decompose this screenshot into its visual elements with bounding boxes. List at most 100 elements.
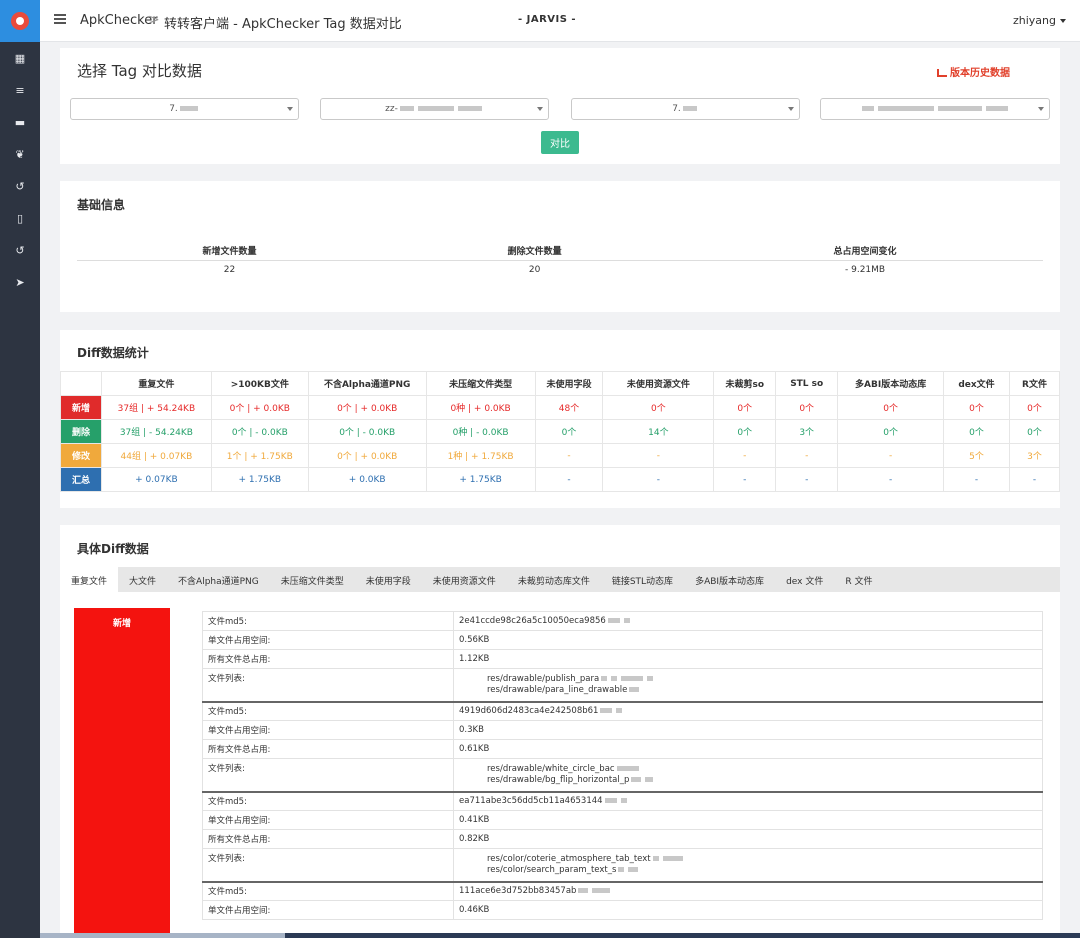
stats-cell: 0个 | - 0.0KB bbox=[307, 419, 427, 444]
mobile-icon[interactable]: ▯ bbox=[16, 211, 24, 225]
tab-duplicate-files[interactable]: 重复文件 bbox=[60, 567, 119, 592]
brand-label: - JARVIS - bbox=[518, 14, 577, 25]
md5-label: 文件md5: bbox=[202, 700, 454, 721]
compare-button[interactable]: 对比 bbox=[541, 131, 579, 154]
tab-unused-fields[interactable]: 未使用字段 bbox=[365, 577, 411, 587]
user-menu[interactable]: zhiyang bbox=[1013, 14, 1066, 27]
dropdown-arrow-icon bbox=[287, 107, 293, 111]
table-row: 所有文件总占用: 1.12KB bbox=[202, 649, 1043, 669]
file-path: res/color/coterie_atmosphere_tab_text bbox=[487, 854, 1037, 865]
breadcrumb-separator: > bbox=[148, 12, 160, 28]
card-icon[interactable]: ▬ bbox=[14, 115, 26, 129]
stats-header: 未裁剪so bbox=[713, 371, 777, 396]
stats-cell: 0个 bbox=[534, 419, 604, 444]
tab-large-files[interactable]: 大文件 bbox=[129, 577, 157, 587]
deleted-files-count-header: 删除文件数量 bbox=[382, 241, 688, 261]
table-row: 单文件占用空间: 0.46KB bbox=[202, 900, 1043, 920]
stats-header: 未使用资源文件 bbox=[602, 371, 715, 396]
stats-cell: 0个 | + 0.0KB bbox=[210, 395, 309, 420]
basic-info-panel: 基础信息 新增文件数量 删除文件数量 总占用空间变化 22 20 - 9.21M… bbox=[60, 181, 1060, 312]
stats-cell: - bbox=[775, 467, 839, 492]
tag-select-1[interactable]: 7. bbox=[70, 98, 299, 120]
tag-select-3[interactable]: 7. bbox=[571, 98, 800, 120]
redacted-text bbox=[682, 106, 697, 111]
sidebar: ▦ ≡ ▬ ❦ ↺ ▯ ↺ ➤ bbox=[0, 0, 40, 938]
row-label-summary: 汇总 bbox=[60, 467, 102, 492]
tab-unused-resources[interactable]: 未使用资源文件 bbox=[432, 577, 496, 587]
stats-cell: - bbox=[837, 467, 945, 492]
stats-cell: 3个 bbox=[1008, 443, 1061, 468]
total-size-label: 所有文件总占用: bbox=[202, 829, 454, 849]
breadcrumb-app[interactable]: ApkChecker bbox=[80, 13, 158, 28]
total-size-value: 1.12KB bbox=[453, 649, 1043, 669]
redacted-text bbox=[878, 106, 934, 111]
stats-cell: - bbox=[837, 443, 945, 468]
table-row: 单文件占用空间: 0.3KB bbox=[202, 720, 1043, 740]
stats-header: 不含Alpha通道PNG bbox=[307, 371, 427, 396]
grid-icon[interactable]: ▦ bbox=[14, 51, 26, 65]
redacted-text bbox=[938, 106, 982, 111]
diff-stats-panel: Diff数据统计 重复文件 >100KB文件 不含Alpha通道PNG 未压缩文… bbox=[60, 330, 1061, 508]
tag-select-3-value: 7. bbox=[672, 104, 681, 114]
leaf-icon[interactable]: ❦ bbox=[15, 147, 25, 161]
row-label-modified: 修改 bbox=[60, 443, 102, 468]
stats-cell: 0个 bbox=[775, 395, 839, 420]
table-row: 文件md5: 4919d606d2483ca4e242508b61 bbox=[202, 700, 1043, 721]
table-row: 文件md5: ea711abe3c56dd5cb11a4653144 bbox=[202, 790, 1043, 811]
md5-label: 文件md5: bbox=[202, 611, 454, 631]
tag-select-2[interactable]: zz- bbox=[320, 98, 549, 120]
dropdown-arrow-icon bbox=[537, 107, 543, 111]
tag-select-4[interactable] bbox=[820, 98, 1050, 120]
stats-cell: - bbox=[713, 443, 777, 468]
bottom-scrollbar[interactable] bbox=[40, 933, 1080, 938]
tab-multi-abi-libs[interactable]: 多ABI版本动态库 bbox=[695, 577, 765, 587]
stats-cell: + 0.07KB bbox=[100, 467, 212, 492]
table-row: 文件md5: 111ace6e3d752bb83457ab bbox=[202, 880, 1043, 901]
stats-header: R文件 bbox=[1008, 371, 1061, 396]
detail-tabs: 重复文件 大文件 不含Alpha通道PNG 未压缩文件类型 未使用字段 未使用资… bbox=[60, 567, 1060, 592]
version-history-link[interactable]: 版本历史数据 bbox=[937, 64, 1010, 79]
tab-unstripped-libs[interactable]: 未裁剪动态库文件 bbox=[517, 577, 590, 587]
tab-no-alpha-png[interactable]: 不含Alpha通道PNG bbox=[178, 577, 259, 587]
table-row: 单文件占用空间: 0.56KB bbox=[202, 630, 1043, 650]
tag-select-2-value: zz- bbox=[385, 104, 398, 114]
stats-header: 未压缩文件类型 bbox=[425, 371, 536, 396]
stats-cell: - bbox=[775, 443, 839, 468]
table-row: 文件列表: res/color/coterie_atmosphere_tab_t… bbox=[202, 848, 1043, 882]
total-size-change-header: 总占用空间变化 bbox=[687, 241, 1043, 261]
md5-label: 文件md5: bbox=[202, 790, 454, 811]
basic-info-title: 基础信息 bbox=[77, 198, 126, 212]
tab-r-files[interactable]: R 文件 bbox=[845, 577, 873, 587]
total-size-value: 0.82KB bbox=[453, 829, 1043, 849]
send-icon[interactable]: ➤ bbox=[15, 275, 25, 289]
version-history-label: 版本历史数据 bbox=[950, 68, 1010, 79]
stats-cell: + 1.75KB bbox=[210, 467, 309, 492]
hamburger-menu-icon[interactable] bbox=[54, 14, 66, 24]
file-path: res/color/search_param_text_s bbox=[487, 865, 1037, 876]
refresh-icon[interactable]: ↺ bbox=[15, 243, 25, 257]
md5-value: 111ace6e3d752bb83457ab bbox=[453, 880, 1043, 901]
stats-cell: - bbox=[602, 467, 715, 492]
table-row: 所有文件总占用: 0.82KB bbox=[202, 829, 1043, 849]
stats-header: 未使用字段 bbox=[534, 371, 604, 396]
deleted-files-count: 20 bbox=[528, 265, 541, 276]
stats-cell: 0种 | - 0.0KB bbox=[425, 419, 536, 444]
basic-info-table: 新增文件数量 删除文件数量 总占用空间变化 22 20 - 9.21MB bbox=[77, 241, 1043, 280]
list-icon[interactable]: ≡ bbox=[15, 83, 25, 97]
stats-cell: 1个 | + 1.75KB bbox=[210, 443, 309, 468]
logo[interactable] bbox=[0, 0, 40, 42]
redacted-text bbox=[399, 106, 414, 111]
single-size-label: 单文件占用空间: bbox=[202, 630, 454, 650]
file-list: res/drawable/publish_para res/drawable/p… bbox=[453, 668, 1043, 702]
stats-cell: 37组 | - 54.24KB bbox=[100, 419, 212, 444]
redacted-text bbox=[179, 106, 198, 111]
history-icon[interactable]: ↺ bbox=[15, 179, 25, 193]
single-size-label: 单文件占用空间: bbox=[202, 900, 454, 920]
logo-icon bbox=[11, 12, 29, 30]
stats-cell: - bbox=[943, 467, 1010, 492]
tab-dex-files[interactable]: dex 文件 bbox=[786, 577, 824, 587]
tab-uncompressed-types[interactable]: 未压缩文件类型 bbox=[280, 577, 344, 587]
stats-cell: 0个 bbox=[713, 395, 777, 420]
stats-cell: 0种 | + 0.0KB bbox=[425, 395, 536, 420]
tab-stl-libs[interactable]: 链接STL动态库 bbox=[611, 577, 674, 587]
